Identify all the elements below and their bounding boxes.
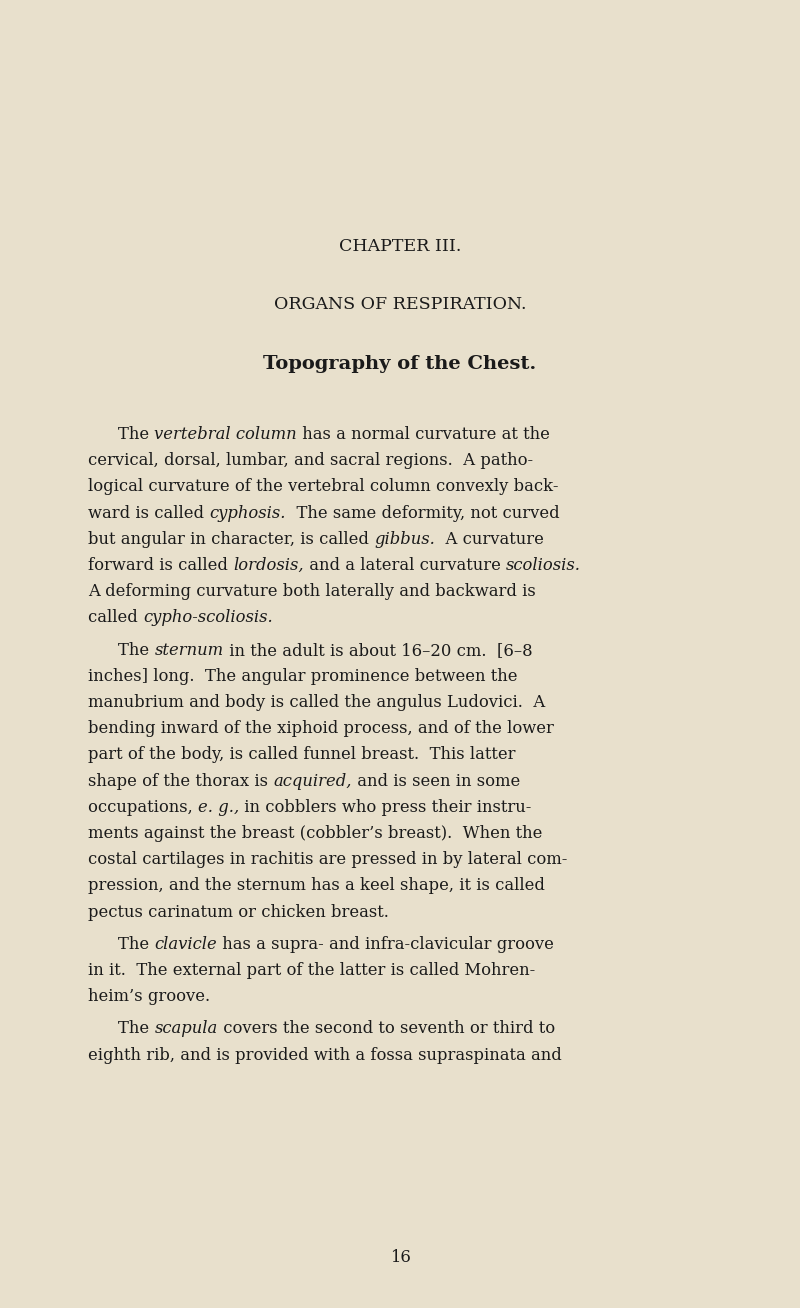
- Text: cyphosis.: cyphosis.: [210, 505, 286, 522]
- Text: ORGANS OF RESPIRATION.: ORGANS OF RESPIRATION.: [274, 296, 526, 313]
- Text: The: The: [118, 1020, 154, 1037]
- Text: A curvature: A curvature: [435, 531, 544, 548]
- Text: A deforming curvature both laterally and backward is: A deforming curvature both laterally and…: [88, 583, 536, 600]
- Text: but angular in character, is called: but angular in character, is called: [88, 531, 374, 548]
- Text: has a supra- and infra-clavicular groove: has a supra- and infra-clavicular groove: [217, 935, 554, 952]
- Text: ward is called: ward is called: [88, 505, 210, 522]
- Text: e. g.,: e. g.,: [198, 799, 239, 816]
- Text: shape of the thorax is: shape of the thorax is: [88, 773, 274, 790]
- Text: forward is called: forward is called: [88, 557, 233, 574]
- Text: The: The: [118, 426, 154, 443]
- Text: heim’s groove.: heim’s groove.: [88, 989, 210, 1006]
- Text: vertebral column: vertebral column: [154, 426, 297, 443]
- Text: The same deformity, not curved: The same deformity, not curved: [286, 505, 559, 522]
- Text: pression, and the sternum has a keel shape, it is called: pression, and the sternum has a keel sha…: [88, 878, 545, 895]
- Text: cypho-scoliosis.: cypho-scoliosis.: [143, 610, 273, 627]
- Text: clavicle: clavicle: [154, 935, 217, 952]
- Text: costal cartilages in rachitis are pressed in by lateral com-: costal cartilages in rachitis are presse…: [88, 852, 567, 869]
- Text: in the adult is about 16–20 cm.  [6–8: in the adult is about 16–20 cm. [6–8: [223, 642, 532, 659]
- Text: has a normal curvature at the: has a normal curvature at the: [297, 426, 550, 443]
- Text: cervical, dorsal, lumbar, and sacral regions.  A patho-: cervical, dorsal, lumbar, and sacral reg…: [88, 453, 533, 470]
- Text: scoliosis.: scoliosis.: [506, 557, 581, 574]
- Text: eighth rib, and is provided with a fossa supraspinata and: eighth rib, and is provided with a fossa…: [88, 1046, 562, 1063]
- Text: bending inward of the xiphoid process, and of the lower: bending inward of the xiphoid process, a…: [88, 721, 554, 738]
- Text: CHAPTER III.: CHAPTER III.: [339, 238, 461, 255]
- Text: occupations,: occupations,: [88, 799, 198, 816]
- Text: 16: 16: [390, 1249, 410, 1266]
- Text: sternum: sternum: [154, 642, 223, 659]
- Text: logical curvature of the vertebral column convexly back-: logical curvature of the vertebral colum…: [88, 479, 558, 496]
- Text: inches] long.  The angular prominence between the: inches] long. The angular prominence bet…: [88, 668, 518, 685]
- Text: gibbus.: gibbus.: [374, 531, 435, 548]
- Text: and a lateral curvature: and a lateral curvature: [304, 557, 506, 574]
- Text: The: The: [118, 935, 154, 952]
- Text: Topography of the Chest.: Topography of the Chest.: [263, 354, 537, 373]
- Text: manubrium and body is called the angulus Ludovici.  A: manubrium and body is called the angulus…: [88, 695, 546, 712]
- Text: in cobblers who press their instru-: in cobblers who press their instru-: [239, 799, 532, 816]
- Text: covers the second to seventh or third to: covers the second to seventh or third to: [218, 1020, 554, 1037]
- Text: ments against the breast (cobbler’s breast).  When the: ments against the breast (cobbler’s brea…: [88, 825, 542, 842]
- Text: and is seen in some: and is seen in some: [352, 773, 520, 790]
- Text: lordosis,: lordosis,: [233, 557, 304, 574]
- Text: The: The: [118, 642, 154, 659]
- Text: pectus carinatum or chicken breast.: pectus carinatum or chicken breast.: [88, 904, 389, 921]
- Text: acquired,: acquired,: [274, 773, 352, 790]
- Text: scapula: scapula: [154, 1020, 218, 1037]
- Text: part of the body, is called funnel breast.  This latter: part of the body, is called funnel breas…: [88, 747, 515, 764]
- Text: in it.  The external part of the latter is called Mohren-: in it. The external part of the latter i…: [88, 961, 535, 978]
- Text: called: called: [88, 610, 143, 627]
